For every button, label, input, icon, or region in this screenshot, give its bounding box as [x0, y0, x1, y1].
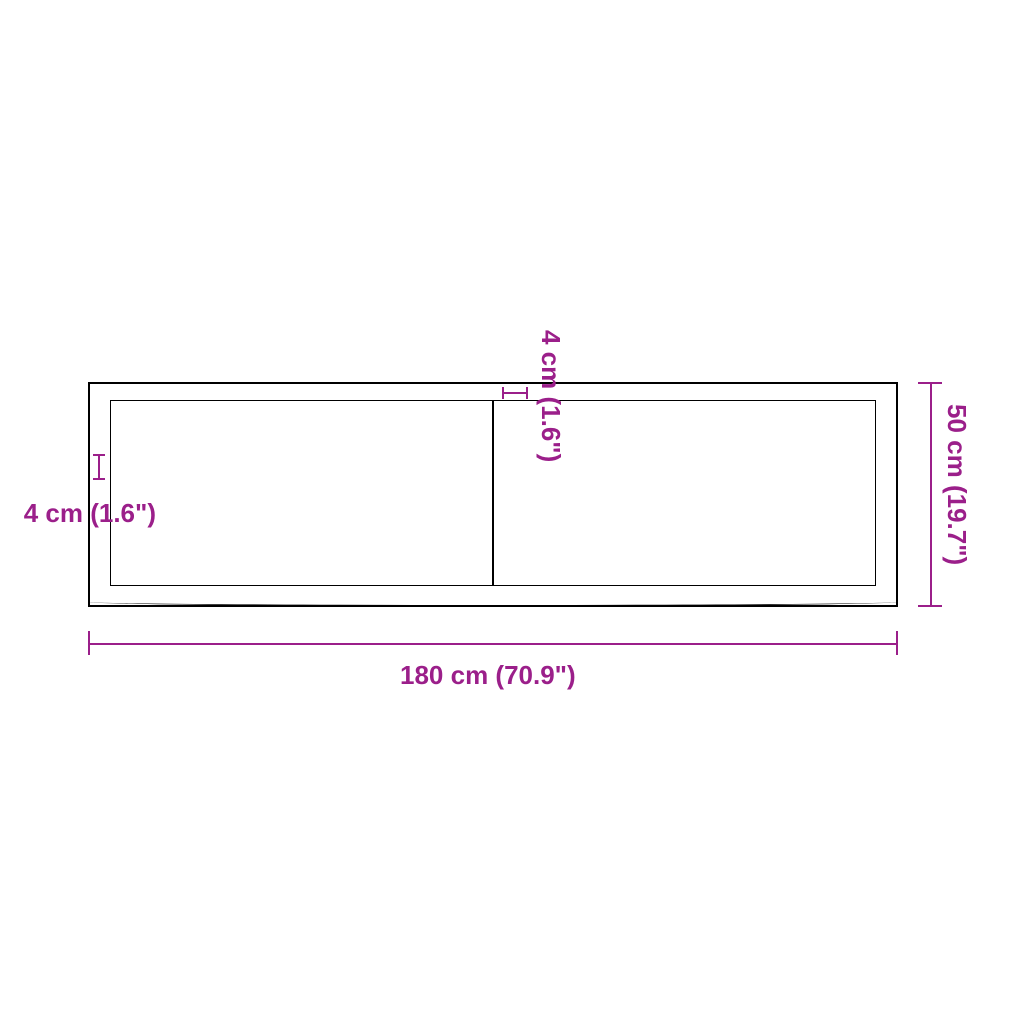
width-dim-label: 180 cm (70.9")	[400, 660, 576, 691]
mid-divider	[492, 400, 494, 586]
height-dim-label: 50 cm (19.7")	[941, 404, 972, 565]
inset-left-bracket-t1	[93, 454, 105, 456]
height-dim-tick-bottom	[918, 605, 942, 607]
inset-left-label: 4 cm (1.6")	[16, 498, 156, 529]
width-dim-tick-right	[896, 631, 898, 655]
height-dim-tick-top	[918, 382, 942, 384]
inset-mid-bracket-t1	[502, 387, 504, 399]
inset-mid-bracket-h	[502, 392, 528, 394]
diagram-stage: 180 cm (70.9") 50 cm (19.7") 4 cm (1.6")…	[0, 0, 1024, 1024]
height-dim-line	[930, 382, 932, 607]
inset-left-bracket-t2	[93, 478, 105, 480]
inset-mid-bracket-t2	[526, 387, 528, 399]
width-dim-tick-left	[88, 631, 90, 655]
inset-left-bracket-v	[98, 454, 100, 480]
width-dim-line	[88, 643, 898, 645]
inset-mid-label: 4 cm (1.6")	[535, 330, 566, 462]
